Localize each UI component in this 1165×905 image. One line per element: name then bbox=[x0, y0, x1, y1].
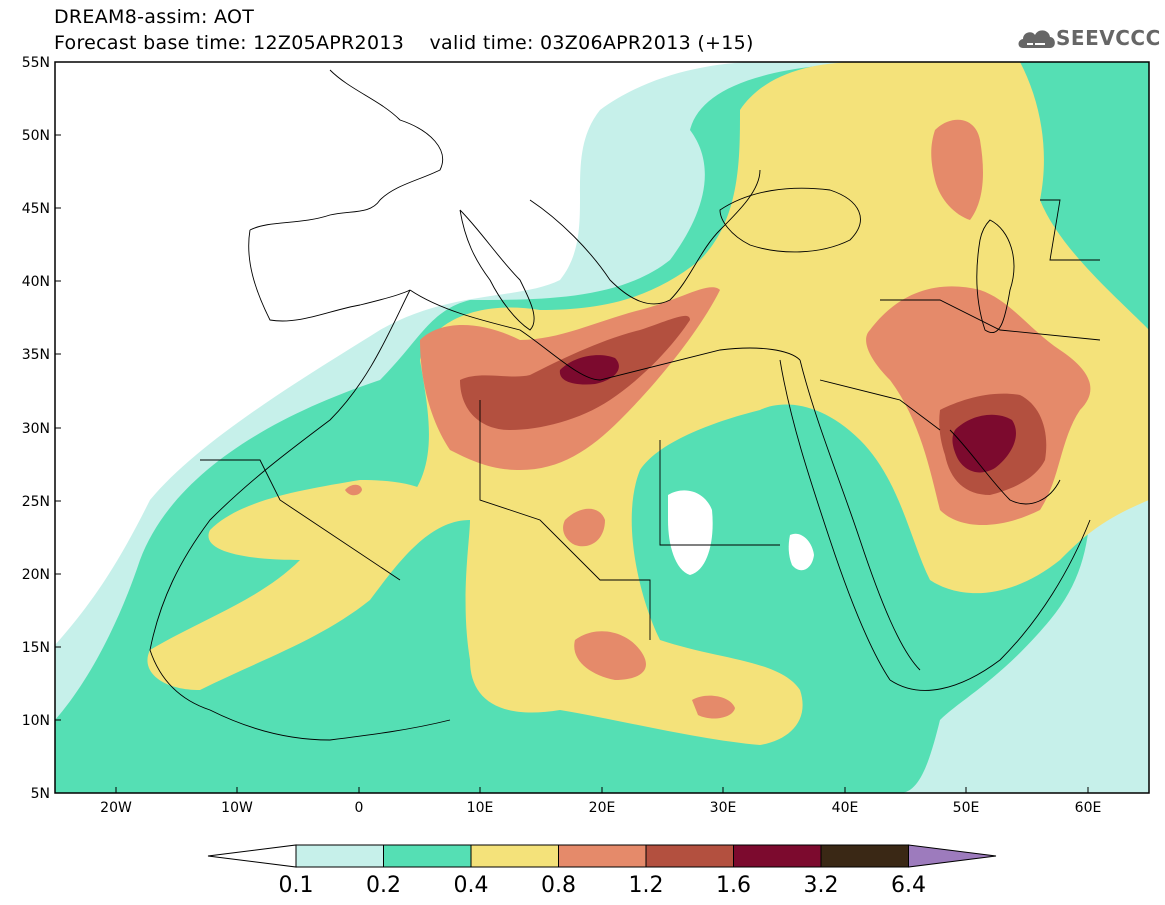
lat-tick-10n: 10N bbox=[22, 713, 50, 729]
map-title: DREAM8-assim: AOT bbox=[54, 6, 255, 28]
colorbar-bin bbox=[820, 844, 909, 868]
colorbar-bin bbox=[295, 844, 384, 868]
colorbar-bin bbox=[470, 844, 559, 868]
lat-tick-55n: 55N bbox=[22, 55, 50, 71]
lon-tick-50e: 50E bbox=[953, 800, 980, 816]
colorbar-label: 0.4 bbox=[454, 873, 489, 898]
lat-tick-5n: 5N bbox=[31, 786, 50, 802]
lat-tick-50n: 50N bbox=[22, 128, 50, 144]
lon-tick-60e: 60E bbox=[1075, 800, 1102, 816]
colorbar-label: 0.2 bbox=[366, 873, 401, 898]
lon-tick-0: 0 bbox=[355, 800, 364, 816]
seevccc-logo bbox=[1018, 30, 1055, 48]
forecast-times: Forecast base time: 12Z05APR2013 valid t… bbox=[54, 32, 754, 54]
colorbar-bin bbox=[383, 844, 472, 868]
lat-tick-45n: 45N bbox=[22, 201, 50, 217]
lon-axis: 20W 10W 0 10E 20E 30E 40E 50E 60E bbox=[100, 787, 1101, 816]
lon-tick-10w: 10W bbox=[221, 800, 253, 816]
low-patch-sudan bbox=[788, 533, 814, 571]
lat-tick-25n: 25N bbox=[22, 494, 50, 510]
colorbar: 0.1 0.2 0.4 0.8 1.2 1.6 3.2 6.4 bbox=[207, 844, 997, 898]
lat-tick-15n: 15N bbox=[22, 640, 50, 656]
forecast-base-time: Forecast base time: 12Z05APR2013 bbox=[54, 32, 405, 54]
lat-tick-20n: 20N bbox=[22, 567, 50, 583]
low-patch-egypt bbox=[668, 490, 713, 575]
colorbar-bin bbox=[733, 844, 822, 868]
colorbar-label: 0.8 bbox=[541, 873, 576, 898]
colorbar-bin bbox=[558, 844, 647, 868]
coastlines bbox=[149, 69, 1101, 741]
contour-0.4 bbox=[147, 62, 1149, 745]
contour-1.6 bbox=[559, 355, 1016, 473]
colorbar-label: 1.2 bbox=[629, 873, 664, 898]
lat-tick-40n: 40N bbox=[22, 274, 50, 290]
colorbar-label: 1.6 bbox=[716, 873, 751, 898]
colorbar-over-arrow bbox=[908, 844, 997, 868]
colorbar-bin bbox=[645, 844, 734, 868]
lat-axis: 5N 10N 15N 20N 25N 30N 35N 40N 45N 50N 5… bbox=[22, 55, 61, 802]
lat-tick-35n: 35N bbox=[22, 347, 50, 363]
colorbar-label: 3.2 bbox=[804, 873, 839, 898]
colorbar-label: 0.1 bbox=[279, 873, 314, 898]
aot-contours bbox=[55, 62, 1149, 793]
lon-tick-20w: 20W bbox=[100, 800, 132, 816]
colorbar-under-arrow bbox=[207, 844, 297, 868]
lon-tick-20e: 20E bbox=[589, 800, 616, 816]
valid-time: valid time: 03Z06APR2013 (+15) bbox=[429, 32, 754, 54]
lon-tick-10e: 10E bbox=[467, 800, 494, 816]
lon-tick-40e: 40E bbox=[832, 800, 859, 816]
lat-tick-30n: 30N bbox=[22, 421, 50, 437]
lon-tick-30e: 30E bbox=[710, 800, 737, 816]
logo-text: SEEVCCC bbox=[1056, 26, 1161, 50]
cloud-icon bbox=[1018, 30, 1055, 48]
colorbar-label: 6.4 bbox=[891, 873, 926, 898]
